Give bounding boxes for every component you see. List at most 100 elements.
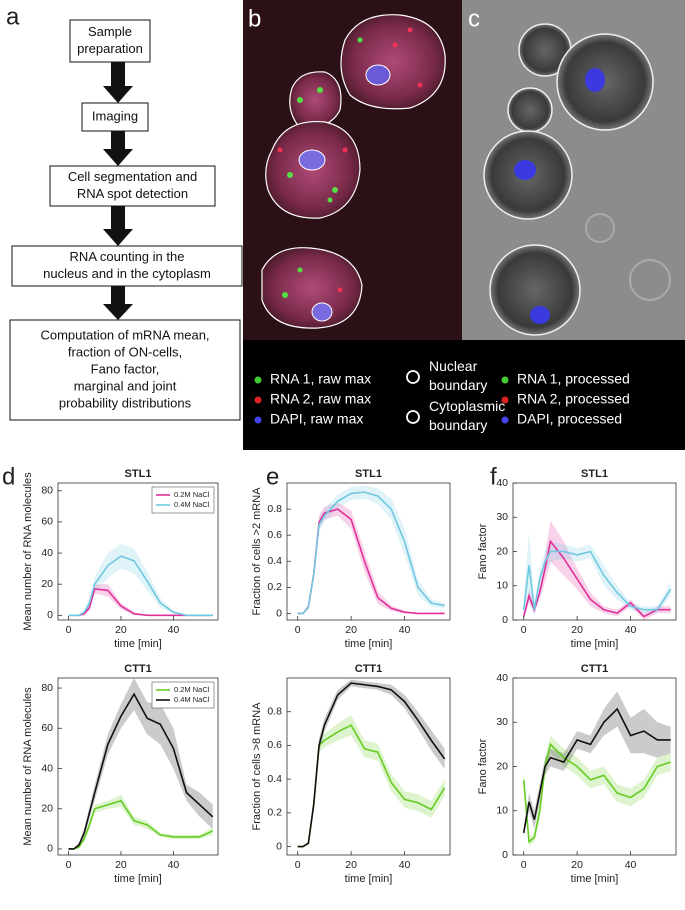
y-axis-label: Fraction of cells >2 mRNA xyxy=(251,487,263,616)
y-tick-label: 40 xyxy=(41,762,53,774)
y-tick-label: 0 xyxy=(502,614,508,626)
x-tick-label: 40 xyxy=(168,859,180,871)
x-tick-label: 0 xyxy=(295,624,301,636)
series-line xyxy=(68,555,213,617)
error-band xyxy=(68,543,213,616)
x-tick-label: 40 xyxy=(399,624,411,636)
x-tick-label: 0 xyxy=(295,859,301,871)
y-tick-label: 0 xyxy=(47,843,53,855)
error-band xyxy=(68,678,213,849)
error-band xyxy=(68,584,213,616)
micrograph-processed xyxy=(462,0,685,340)
y-tick-label: 80 xyxy=(41,682,53,694)
x-tick-label: 40 xyxy=(399,859,411,871)
panel-label: a xyxy=(6,3,20,30)
chart-title: CTT1 xyxy=(124,663,152,675)
legend-box xyxy=(151,486,215,514)
y-tick-label: 20 xyxy=(41,803,53,815)
x-tick-label: 20 xyxy=(571,624,583,636)
legend-dot xyxy=(254,376,262,384)
y-tick-label: 0.4 xyxy=(267,773,282,785)
panel-label: d xyxy=(2,463,15,490)
panel-label: e xyxy=(266,463,279,490)
y-tick-label: 40 xyxy=(496,477,508,489)
legend-label: 0.2M NaCl xyxy=(174,490,210,499)
legend-text: boundary xyxy=(429,377,487,393)
legend-dot xyxy=(501,376,509,384)
y-tick-label: 60 xyxy=(41,722,53,734)
legend-dot xyxy=(501,416,509,424)
legend-text: Nuclear xyxy=(429,358,478,374)
x-tick-label: 0 xyxy=(66,624,72,636)
x-tick-label: 40 xyxy=(625,859,637,871)
x-tick-label: 20 xyxy=(345,859,357,871)
x-tick-label: 0 xyxy=(521,624,527,636)
legend-label: 0.4M NaCl xyxy=(174,695,210,704)
y-axis-label: Fano factor xyxy=(477,738,489,794)
series-line xyxy=(522,550,672,611)
flow-step-text: Computation of mRNA mean, xyxy=(40,327,209,342)
y-tick-label: 0.8 xyxy=(267,705,282,717)
y-tick-label: 60 xyxy=(41,516,53,528)
y-tick-label: 0.6 xyxy=(267,529,282,541)
y-tick-label: 20 xyxy=(496,545,508,557)
x-axis-label: time [min] xyxy=(345,873,393,885)
y-tick-label: 40 xyxy=(496,672,508,684)
legend-text: RNA 1, raw max xyxy=(270,371,371,387)
series-line xyxy=(68,692,214,850)
series-line xyxy=(297,682,446,848)
chart-title: CTT1 xyxy=(355,663,383,675)
plot-area xyxy=(522,691,671,847)
micrograph-legend-box xyxy=(243,340,685,450)
legend-dot xyxy=(501,396,509,404)
x-tick-label: 0 xyxy=(66,859,72,871)
x-tick-label: 40 xyxy=(168,624,180,636)
y-tick-label: 30 xyxy=(496,716,508,728)
y-tick-label: 30 xyxy=(496,511,508,523)
flow-box xyxy=(49,165,216,207)
y-axis-label: Fano factor xyxy=(477,523,489,579)
legend-text: RNA 2, processed xyxy=(517,391,630,407)
error-band xyxy=(297,679,445,847)
flow-step-text: marginal and joint xyxy=(74,378,177,393)
chart-title: STL1 xyxy=(355,468,382,480)
y-tick-label: 80 xyxy=(41,485,53,497)
panel-label: f xyxy=(490,463,497,490)
legend-ring xyxy=(406,370,420,384)
y-tick-label: 0.2 xyxy=(267,807,282,819)
plot-area xyxy=(522,520,672,620)
legend-dot xyxy=(254,416,262,424)
plot-area xyxy=(297,485,445,615)
panel-label: c xyxy=(468,5,480,32)
flow-step-text: Imaging xyxy=(92,108,138,123)
y-tick-label: 0 xyxy=(502,849,508,861)
axes-box xyxy=(286,482,451,621)
chart-title: STL1 xyxy=(581,468,608,480)
y-axis-label: Mean number of RNA molecules xyxy=(22,687,34,846)
flow-box xyxy=(69,19,151,63)
x-tick-label: 40 xyxy=(625,624,637,636)
legend-label: 0.4M NaCl xyxy=(174,500,210,509)
y-tick-label: 0.2 xyxy=(267,581,282,593)
flow-step-text: nucleus and in the cytoplasm xyxy=(43,266,211,281)
series-line xyxy=(522,707,671,834)
axes-box xyxy=(57,482,219,621)
axes-box xyxy=(57,677,219,856)
legend-text: DAPI, raw max xyxy=(270,411,363,427)
flow-box xyxy=(81,102,149,132)
flow-box xyxy=(11,245,243,287)
series-line xyxy=(297,491,445,615)
error-band xyxy=(523,520,671,620)
y-tick-label: 0.4 xyxy=(267,555,282,567)
x-tick-label: 0 xyxy=(521,859,527,871)
legend-box xyxy=(151,681,215,709)
plot-area xyxy=(68,678,214,850)
flow-arrows xyxy=(103,62,133,320)
panel-label: b xyxy=(248,5,261,32)
chart-title: CTT1 xyxy=(581,663,609,675)
x-tick-label: 20 xyxy=(345,624,357,636)
y-tick-label: 20 xyxy=(496,760,508,772)
